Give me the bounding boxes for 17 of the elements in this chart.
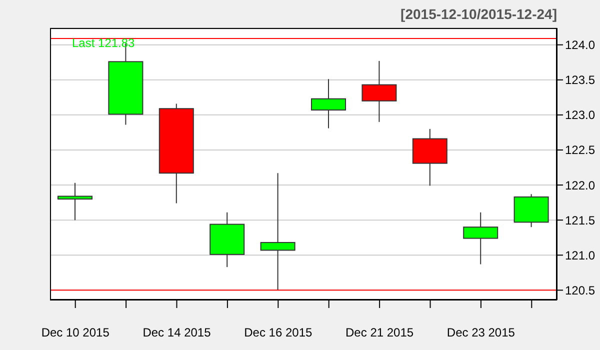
y-tick-label: 122.5 xyxy=(565,143,596,158)
x-tick-label: Dec 14 2015 xyxy=(142,326,212,340)
candlestick xyxy=(58,182,92,221)
y-tick-label: 124.0 xyxy=(565,38,596,52)
x-tick-label: Dec 21 2015 xyxy=(346,326,414,340)
y-tick-label: 123.5 xyxy=(565,73,596,88)
x-tick-label: Dec 16 2015 xyxy=(244,326,312,340)
chart-subtitle: [2015-12-10/2015-12-24] xyxy=(400,6,557,22)
x-tick-label: Dec 23 2015 xyxy=(446,326,516,340)
y-tick-label: 121.0 xyxy=(565,248,596,262)
y-tick-label: 121.5 xyxy=(565,213,596,228)
y-tick-label: 123.0 xyxy=(565,108,596,122)
x-tick-label: Dec 10 2015 xyxy=(41,326,110,340)
y-tick-label: 120.5 xyxy=(565,283,596,298)
annotation: Last 121.83 xyxy=(72,36,135,50)
candlestick xyxy=(260,172,296,291)
y-tick-label: 122.0 xyxy=(565,178,596,192)
